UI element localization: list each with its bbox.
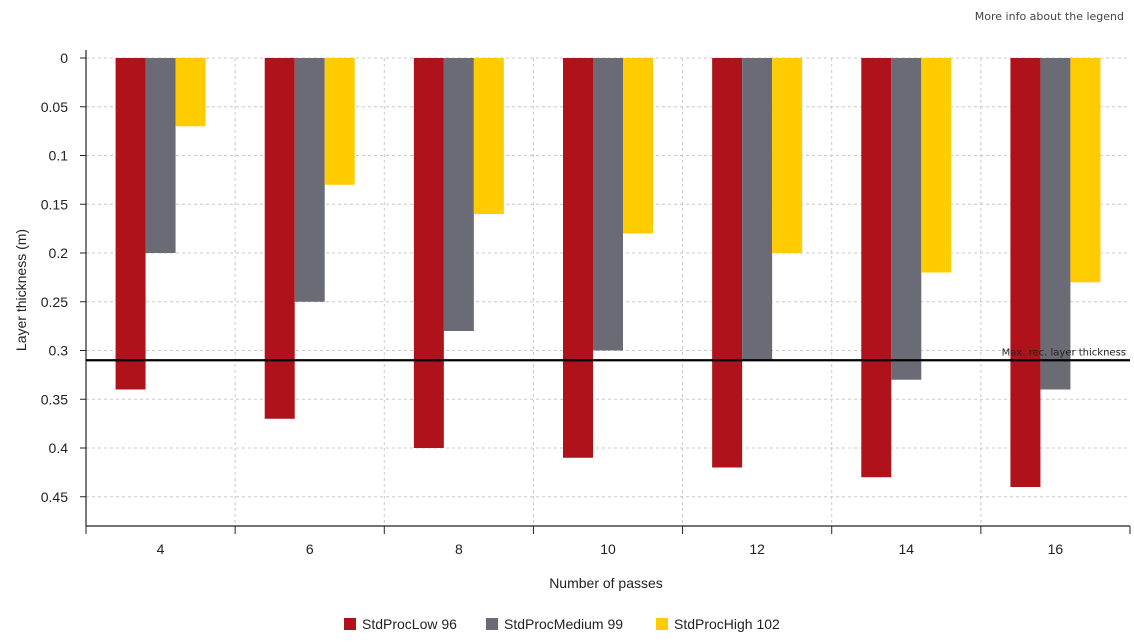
legend-swatch-low [344,618,356,630]
x-tick-label: 16 [1048,541,1064,557]
y-tick-label: 0.35 [41,391,68,407]
bar-medium-8 [443,58,474,331]
bar-medium-4 [145,58,176,253]
bar-low-12 [712,58,743,468]
x-tick-label: 6 [306,541,314,557]
bar-high-4 [175,58,206,127]
legend: StdProcLow 96 StdProcMedium 99 StdProcHigh… [344,616,780,632]
max-layer-thickness-label: Max. rec. layer thickness [1002,347,1126,358]
bar-high-8 [473,58,504,214]
bar-medium-14 [891,58,922,380]
bar-low-10 [563,58,593,458]
legend-info-link[interactable]: More info about the legend [974,10,1124,23]
y-tick-label: 0.3 [49,343,69,359]
y-tick-label: 0.05 [41,99,68,115]
bar-medium-6 [294,58,325,302]
y-tick-label: 0.25 [41,294,68,310]
y-tick-label: 0.15 [41,196,68,212]
x-tick-label: 10 [600,541,616,557]
bar-high-16 [1070,58,1101,283]
bar-high-10 [623,58,653,234]
bar-low-4 [115,58,146,390]
bar-medium-12 [742,58,773,361]
bar-medium-10 [593,58,623,351]
bar-low-8 [413,58,444,448]
x-tick-label: 8 [455,541,463,557]
y-tick-label: 0.4 [49,440,69,456]
y-tick-label: 0 [60,50,68,66]
reference-layer: Max. rec. layer thickness [86,347,1130,362]
bar-low-16 [1010,58,1041,487]
axis-layer: 0 0.05 0.1 0.15 0.2 0.25 0.3 0.35 0.4 0.45 4 6 8 10 12… [41,50,1131,557]
bar-high-6 [324,58,355,185]
x-tick-label: 4 [157,541,165,557]
x-tick-label: 12 [749,541,765,557]
legend-label: StdProcMedium 99 [504,616,623,632]
x-tick-label: 14 [898,541,914,557]
bars-layer [115,58,1101,487]
legend-swatch-medium [486,618,498,630]
y-tick-label: 0.2 [49,245,69,261]
y-axis-title: Layer thickness (m) [13,229,29,351]
x-axis-title: Number of passes [549,575,663,591]
y-tick-label: 0.45 [41,489,68,505]
legend-label: StdProcLow 96 [362,616,457,632]
bar-low-14 [861,58,892,478]
y-tick-label: 0.1 [49,148,69,164]
bar-high-14 [921,58,952,273]
bar-high-12 [772,58,803,253]
legend-swatch-high [656,618,668,630]
legend-label: StdProcHigh 102 [674,616,780,632]
bar-low-6 [264,58,295,419]
bar-medium-16 [1040,58,1071,390]
